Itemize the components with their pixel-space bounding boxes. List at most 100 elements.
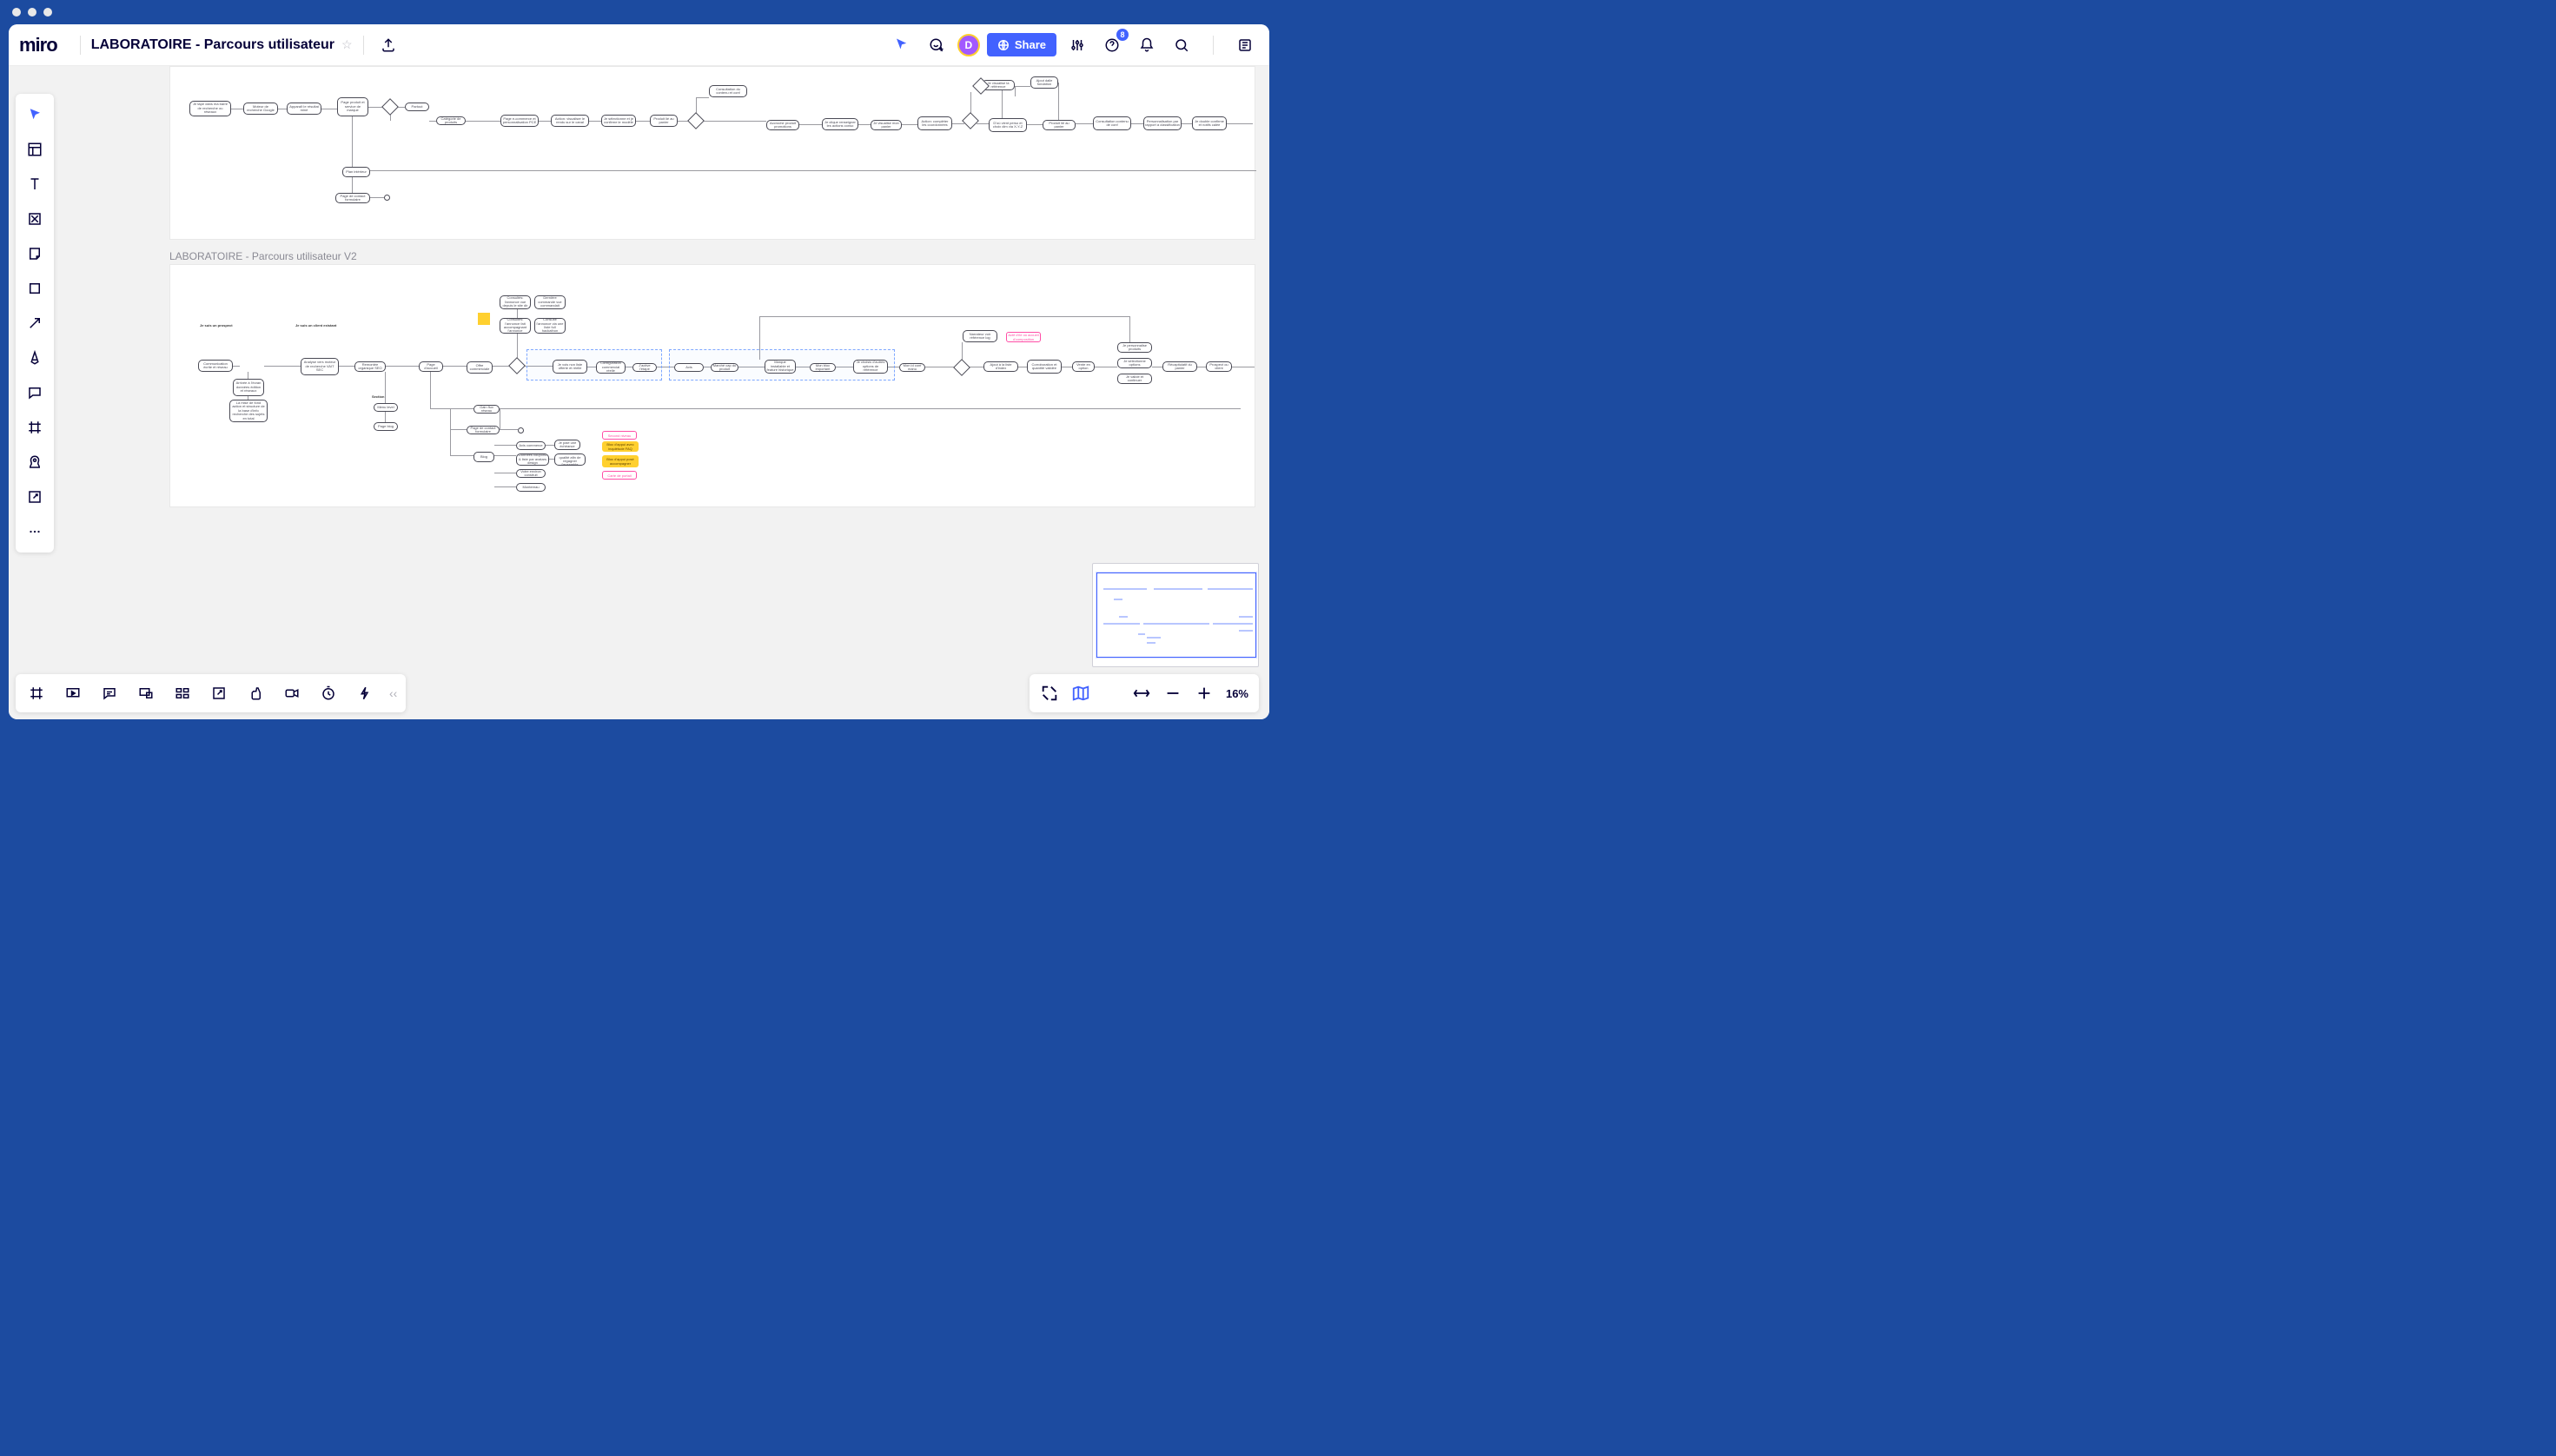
node[interactable]: Je double confirme et notifs calée (1192, 116, 1227, 130)
node[interactable]: Consulté l'annonce via une liste full ha… (534, 318, 566, 334)
node[interactable]: Je sélectionne et je confirme le modèle (601, 115, 636, 127)
minimap-viewport[interactable] (1096, 572, 1256, 658)
help-icon[interactable]: 8 (1098, 31, 1126, 59)
cursor-follow-icon[interactable] (888, 31, 916, 59)
pinkbox[interactable]: Actif d'île où accueil d'composition (1006, 332, 1041, 342)
sticky-tool[interactable] (19, 203, 50, 235)
frame-v2[interactable] (169, 264, 1255, 507)
node[interactable]: Page produit et service de marque (337, 97, 368, 116)
node[interactable]: Menu level (374, 403, 398, 412)
traffic-light-close[interactable] (12, 8, 21, 17)
board-title[interactable]: LABORATOIRE - Parcours utilisateur (91, 37, 334, 53)
node[interactable]: Je choisis d'autres options de référence (853, 360, 888, 374)
shape-tool[interactable] (19, 273, 50, 304)
search-icon[interactable] (1168, 31, 1195, 59)
node[interactable]: Analyse vers moteur de recherche VAIT SE… (301, 358, 339, 375)
node[interactable]: Montereau (516, 483, 546, 492)
share-button[interactable]: Share (987, 33, 1056, 56)
node[interactable]: Partout (405, 103, 429, 111)
node[interactable]: Marché cap du produit (711, 363, 738, 372)
voting-icon[interactable] (243, 681, 268, 705)
panel-icon[interactable] (1231, 31, 1259, 59)
node[interactable]: Page d'accueil (419, 361, 443, 372)
endcircle[interactable] (384, 195, 390, 201)
node[interactable]: Vente en option (1072, 361, 1095, 372)
minimap[interactable] (1092, 563, 1259, 667)
node[interactable]: Nourriture de qualité afin de regagner l… (554, 453, 586, 466)
activity-icon[interactable] (353, 681, 377, 705)
settings-icon[interactable] (1063, 31, 1091, 59)
node[interactable]: Produit lié au panier (1043, 120, 1076, 130)
node[interactable]: Accroche produit promotions (766, 120, 799, 130)
fullscreen-icon[interactable] (1040, 684, 1059, 703)
comments-panel-icon[interactable] (97, 681, 122, 705)
map-icon[interactable] (1071, 684, 1090, 703)
node[interactable]: Je personnalise produits (1117, 342, 1152, 353)
node[interactable]: Page de contact formulaire (467, 426, 500, 434)
node[interactable]: Page e-commerce et personnalisation PCE (500, 115, 539, 127)
node[interactable]: Consultés: l'annonce vue depuis le site … (500, 295, 531, 309)
zoom-level[interactable]: 16% (1226, 687, 1248, 700)
node[interactable]: Gain flux réseau (473, 405, 500, 414)
node[interactable]: Communication écrite et réseau (198, 360, 233, 372)
frame-tool[interactable] (19, 412, 50, 443)
pen-tool[interactable] (19, 342, 50, 374)
node[interactable]: Ajout dalle fondation (1030, 76, 1058, 89)
yellowbox[interactable]: Bloc d'appui avec inquiétude FAQ (602, 441, 639, 452)
select-tool[interactable] (19, 99, 50, 130)
yellowbox[interactable]: Bloc d'appui posé accompagner (602, 455, 639, 467)
pinkbox[interactable]: Carte de portail (602, 471, 637, 480)
node[interactable]: Mon id conf manu (899, 363, 925, 372)
node[interactable]: Prospect ou client (1206, 361, 1232, 372)
node[interactable]: J'active l'étape (632, 363, 657, 372)
traffic-light-min[interactable] (28, 8, 36, 17)
node[interactable]: Données coupons & liste par avatars desi… (516, 453, 549, 466)
screenshare-icon[interactable] (134, 681, 158, 705)
upload-tool[interactable] (19, 481, 50, 513)
node[interactable]: Apparaît le résultat miné (287, 103, 321, 115)
text-tool[interactable] (19, 169, 50, 200)
present-icon[interactable] (61, 681, 85, 705)
node[interactable]: Corroboration et quantité validée (1027, 360, 1062, 374)
comment-tool[interactable] (19, 377, 50, 408)
star-icon[interactable]: ☆ (341, 37, 353, 52)
node[interactable]: Blog (473, 452, 494, 462)
node[interactable]: Mon bloc important (810, 363, 836, 372)
node[interactable]: Marque installable et feature historique (765, 360, 796, 374)
bell-icon[interactable] (1133, 31, 1161, 59)
node[interactable]: Dernière commande vue commandait (534, 295, 566, 309)
node[interactable]: Consultation contenu de conf (1093, 116, 1131, 130)
collapse-icon[interactable]: ‹‹ (389, 686, 397, 700)
node[interactable]: Avis (674, 363, 704, 372)
fit-icon[interactable] (1132, 684, 1151, 703)
node[interactable]: Remontée organique SEO (354, 361, 386, 372)
stamp-tool[interactable] (19, 447, 50, 478)
templates-tool[interactable] (19, 134, 50, 165)
node[interactable]: Action: visualiser le rendu sur le canal (551, 115, 589, 127)
node[interactable]: D'où vient perso et choix dim via X-Y-Z (989, 118, 1027, 132)
node[interactable]: Arrivée à l'écran données édition et rés… (233, 379, 264, 396)
sticky[interactable] (478, 313, 490, 325)
node[interactable]: Configuration commercial réelle (596, 361, 626, 374)
frames-panel-icon[interactable] (24, 681, 49, 705)
node[interactable]: La mise de fond action et structure de l… (229, 400, 268, 422)
zoom-out-icon[interactable] (1163, 684, 1182, 703)
video-icon[interactable] (280, 681, 304, 705)
miro-logo[interactable]: miro (19, 34, 57, 56)
avatar[interactable]: D (957, 34, 980, 56)
node[interactable]: Moteur de recherche Google (243, 103, 278, 115)
node[interactable]: Narrateur voir référence log (963, 330, 997, 342)
node[interactable]: Récapitulatif du panier (1162, 361, 1197, 372)
node[interactable]: Je vois non liste offerte et réelle (553, 360, 587, 374)
node[interactable]: Consultation du contenu et conf (709, 85, 747, 97)
more-tools[interactable] (19, 516, 50, 547)
node[interactable]: Plan intérieur (342, 167, 370, 177)
pinkbox[interactable]: Second niveau (602, 431, 637, 440)
cards-icon[interactable] (170, 681, 195, 705)
traffic-light-max[interactable] (43, 8, 52, 17)
canvas[interactable]: LABORATOIRE - Parcours utilisateur V2Je … (9, 66, 1269, 719)
node[interactable]: Page de contact formulaire (335, 193, 370, 203)
node[interactable]: Je paie une échéance (554, 440, 580, 450)
node[interactable]: Produit lié au panier (650, 115, 678, 127)
node[interactable]: Personnalisation par rapport à classific… (1143, 116, 1182, 130)
